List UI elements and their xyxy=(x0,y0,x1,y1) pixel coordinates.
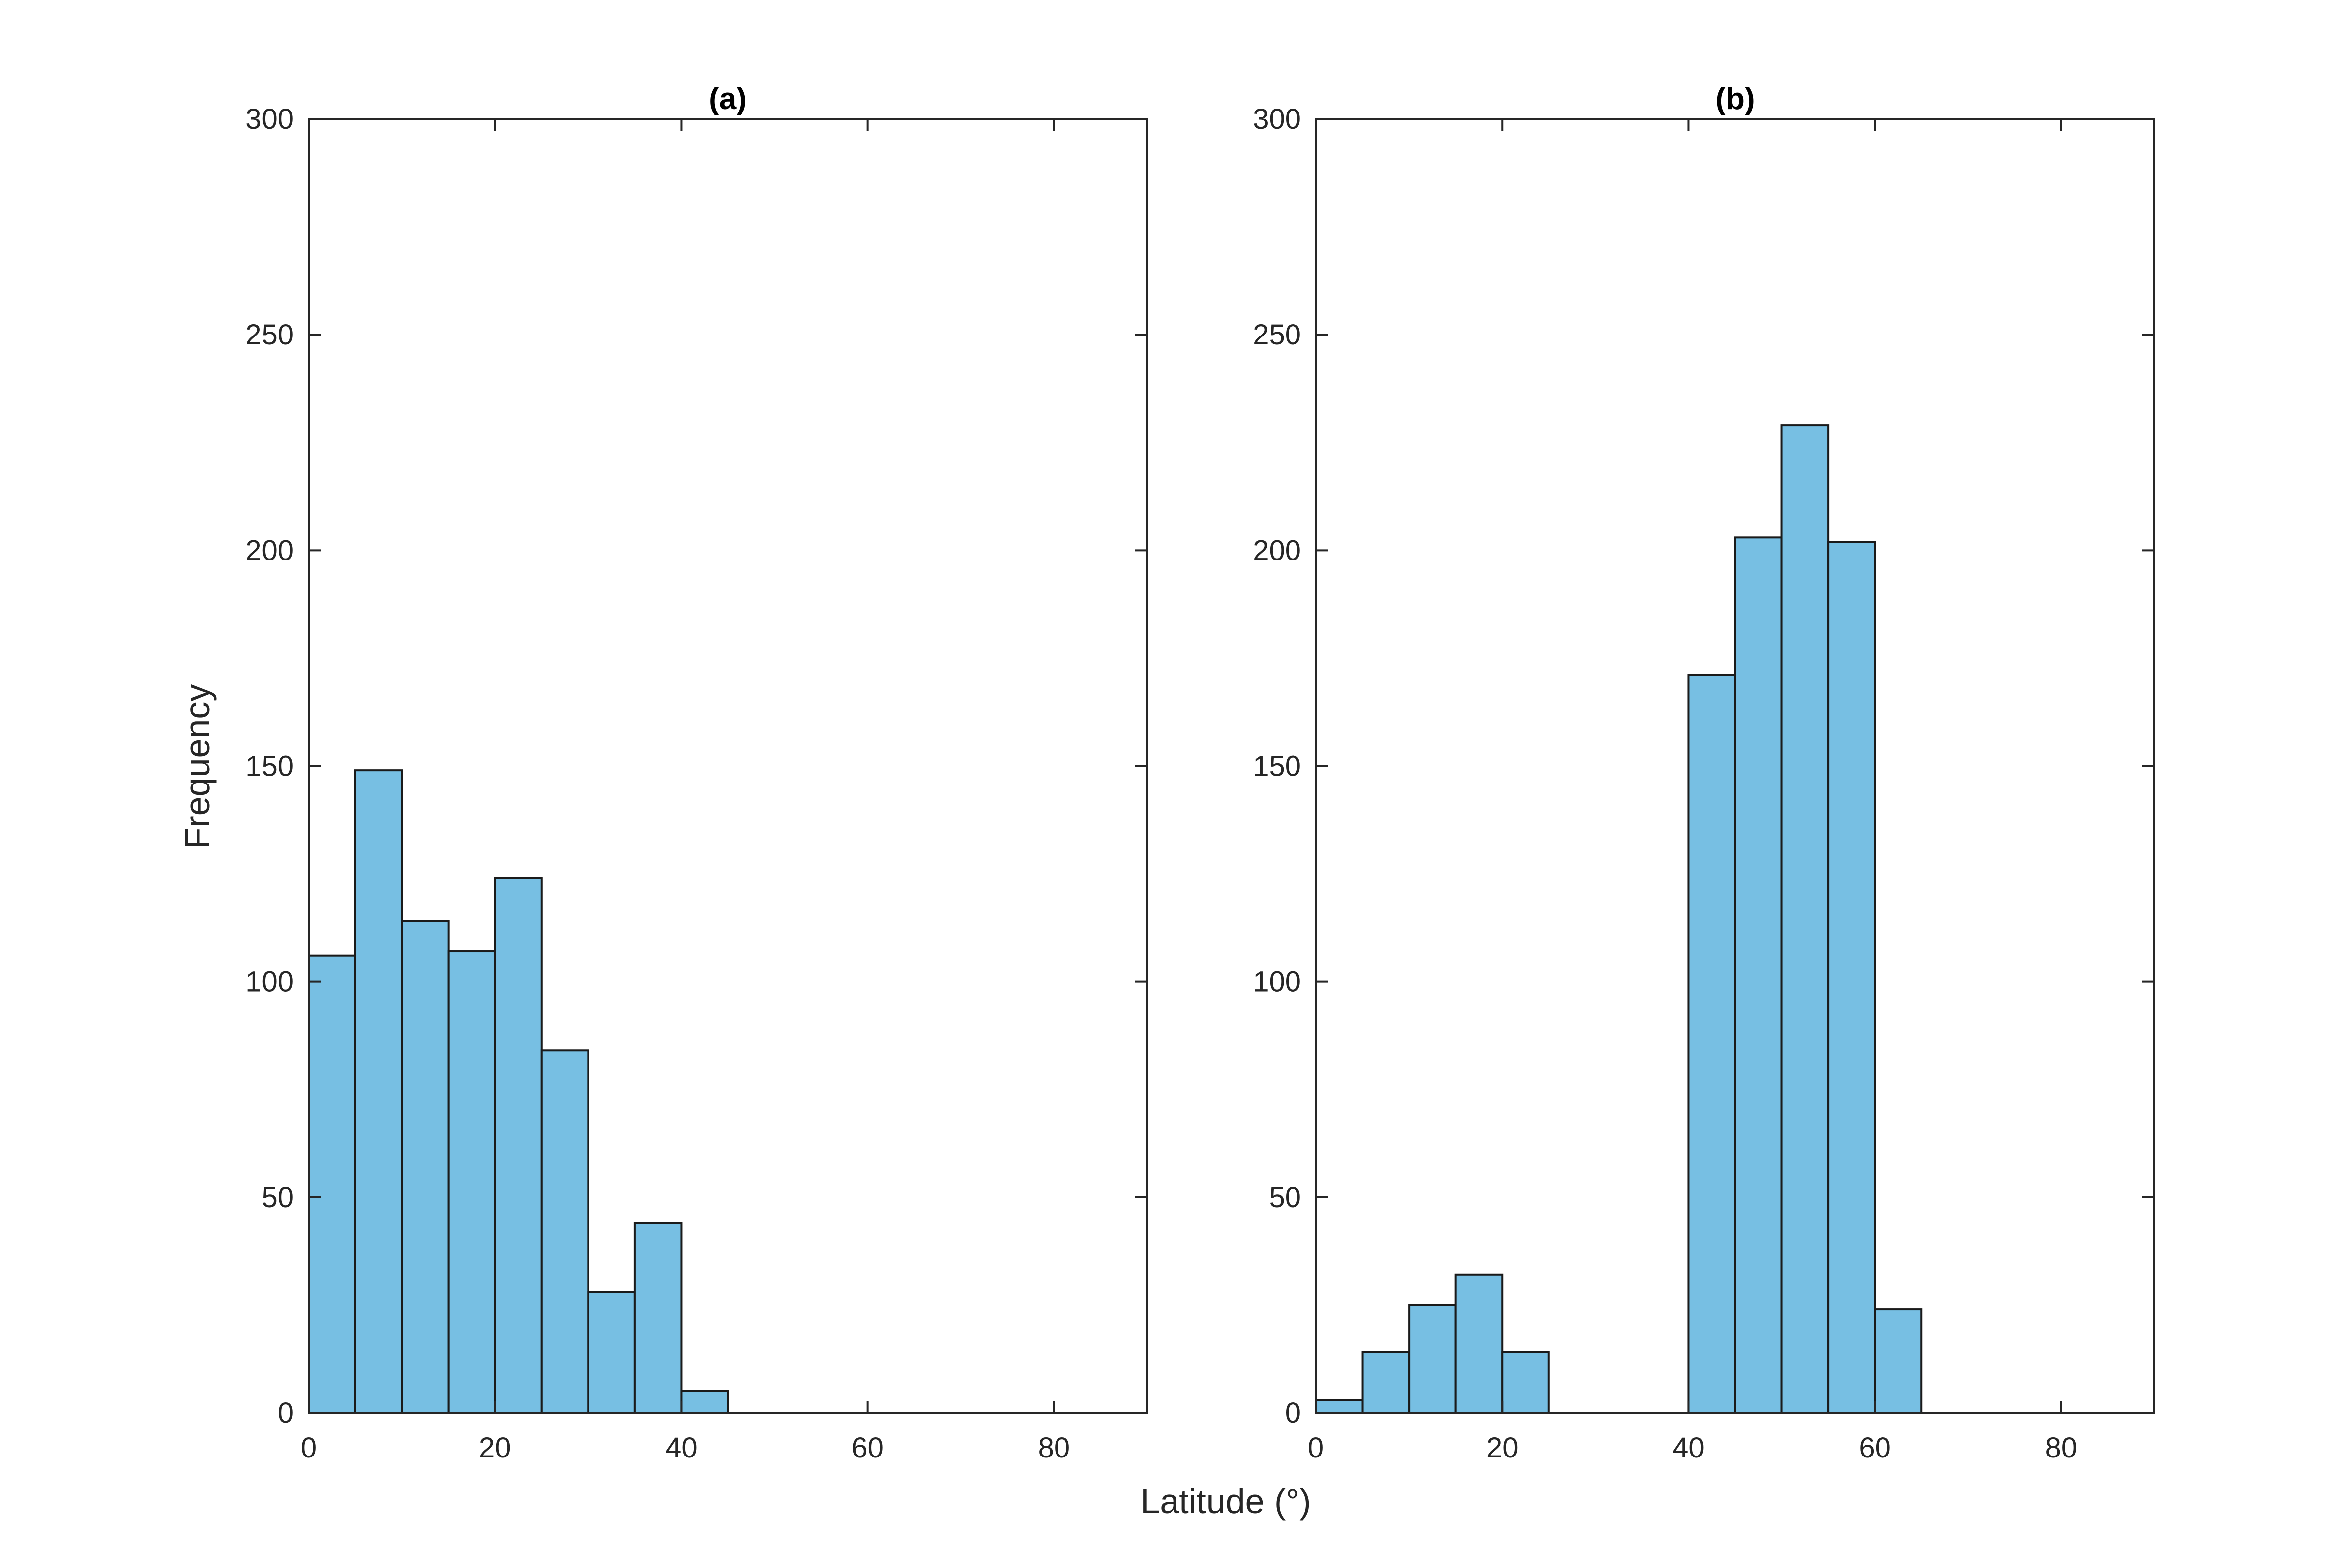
x-tick-label-a-3: 60 xyxy=(851,1432,884,1464)
y-tick-label-b-3: 150 xyxy=(1253,750,1301,783)
panel-b: 0 20 40 60 80 0 50 100 150 200 250 300 (b) xyxy=(1253,82,2155,1464)
bar-b-5 xyxy=(1361,1351,1411,1414)
x-tick-label-a-4: 80 xyxy=(1038,1432,1070,1464)
bar-a-25 xyxy=(540,1049,589,1414)
panel-title-a: (a) xyxy=(709,82,747,116)
y-tick-label-a-2: 100 xyxy=(245,966,294,998)
bar-b-45 xyxy=(1734,536,1783,1414)
x-tick-label-a-0: 0 xyxy=(301,1432,317,1464)
bar-b-60 xyxy=(1874,1308,1923,1414)
y-tick-label-a-4: 200 xyxy=(245,534,294,566)
x-tick-label-b-3: 60 xyxy=(1859,1432,1891,1464)
y-tick-label-b-4: 200 xyxy=(1253,534,1301,566)
x-tick-label-b-2: 40 xyxy=(1672,1432,1705,1464)
bar-a-35 xyxy=(633,1222,683,1414)
x-tick-label-b-4: 80 xyxy=(2045,1432,2078,1464)
x-tick-label-b-0: 0 xyxy=(1308,1432,1324,1464)
y-axis-label: Frequency xyxy=(178,684,217,849)
y-tick-label-b-0: 0 xyxy=(1285,1397,1301,1429)
y-tick-label-a-3: 150 xyxy=(245,750,294,783)
bar-a-0 xyxy=(308,954,356,1414)
x-tick-label-a-2: 40 xyxy=(665,1432,698,1464)
bar-a-5 xyxy=(354,769,403,1414)
y-tick-label-a-6: 300 xyxy=(245,103,294,135)
panel-a: 0 20 40 60 80 0 50 100 150 200 250 300 (a) xyxy=(245,82,1148,1464)
bar-b-0 xyxy=(1315,1399,1364,1414)
y-tick-label-b-1: 50 xyxy=(1269,1181,1301,1214)
bar-a-15 xyxy=(447,950,496,1414)
bar-b-15 xyxy=(1454,1273,1504,1414)
bar-a-20 xyxy=(494,877,543,1414)
y-tick-label-b-2: 100 xyxy=(1253,966,1301,998)
bar-a-10 xyxy=(401,920,450,1414)
y-tick-label-b-6: 300 xyxy=(1253,103,1301,135)
bar-a-30 xyxy=(587,1291,636,1414)
bar-b-10 xyxy=(1408,1304,1457,1414)
y-tick-label-a-5: 250 xyxy=(245,319,294,351)
x-tick-label-b-1: 20 xyxy=(1486,1432,1519,1464)
y-tick-label-a-0: 0 xyxy=(278,1397,294,1429)
bar-a-40 xyxy=(680,1390,729,1414)
bar-b-20 xyxy=(1501,1351,1550,1414)
x-axis-label: Latitude (°) xyxy=(1140,1482,1311,1521)
bar-b-50 xyxy=(1780,424,1830,1414)
y-tick-label-a-1: 50 xyxy=(261,1181,294,1214)
panel-title-b: (b) xyxy=(1715,82,1755,116)
bar-b-55 xyxy=(1827,541,1876,1414)
x-tick-label-a-1: 20 xyxy=(479,1432,511,1464)
y-tick-label-b-5: 250 xyxy=(1253,319,1301,351)
bar-b-40 xyxy=(1687,674,1736,1414)
